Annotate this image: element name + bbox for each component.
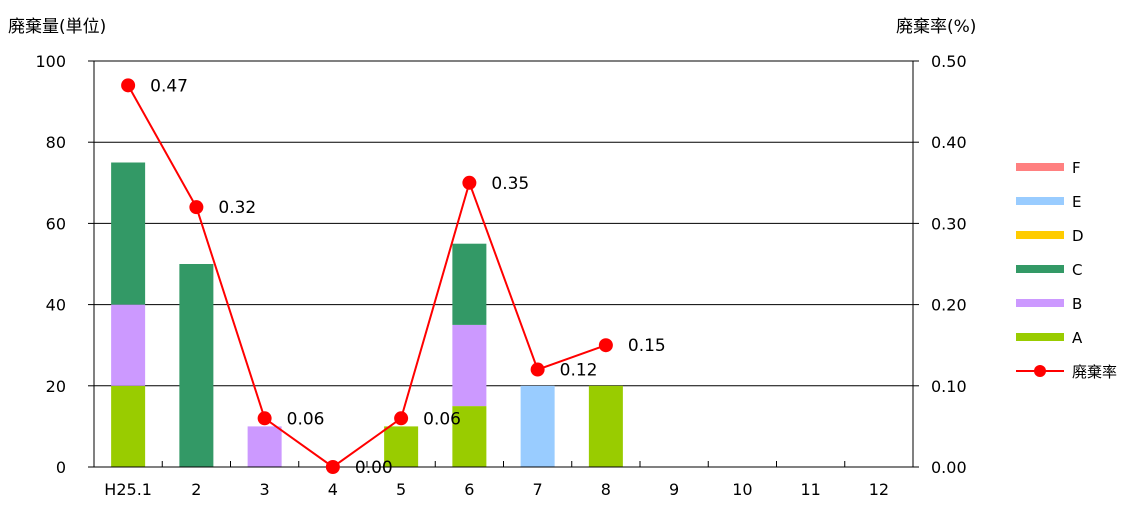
rate-point (394, 411, 409, 426)
bars (111, 162, 623, 467)
waste-rate-line: 0.47 0.32 0.06 0.00 0.06 0.35 0.12 0.15 (121, 76, 666, 478)
x-tick-label: 7 (533, 480, 543, 499)
y2-axis-title: 廃棄率(%) (896, 17, 976, 37)
rate-data-label: 0.47 (150, 76, 188, 96)
y2-tick-label: 0.10 (931, 377, 967, 396)
bar-c (179, 264, 214, 467)
y2-tick-label: 0.20 (931, 296, 967, 315)
x-tick-label: 10 (732, 480, 752, 499)
bar-a (588, 385, 623, 467)
legend-label-c: C (1072, 261, 1082, 279)
y2-tick-label: 0.50 (931, 52, 967, 71)
x-tick-label: 5 (396, 480, 406, 499)
x-tick-label: 12 (869, 480, 889, 499)
legend-swatch-e (1016, 197, 1064, 205)
x-tick-label: 6 (464, 480, 474, 499)
y-tick-label: 40 (46, 296, 66, 315)
legend-label-d: D (1072, 227, 1084, 245)
rate-point (189, 200, 204, 215)
legend-label-rate: 廃棄率 (1072, 363, 1117, 381)
legend-label-f: F (1072, 159, 1081, 177)
x-tick-label: 11 (800, 480, 820, 499)
legend-swatch-b (1016, 299, 1064, 307)
y-axis-title: 廃棄量(単位) (8, 17, 106, 37)
y-tick-label: 100 (35, 52, 66, 71)
x-tick-label: 2 (191, 480, 201, 499)
rate-data-label: 0.15 (628, 336, 666, 356)
y2-tick-label: 0.30 (931, 214, 967, 233)
bar-c (452, 243, 487, 325)
rate-data-label: 0.12 (560, 361, 598, 381)
bar-c (111, 162, 146, 305)
rate-line (127, 84, 607, 469)
rate-point (257, 411, 272, 426)
axes: 0 20 40 60 80 100 0.00 0.10 0.20 0.30 0.40 0.50 H25.… (35, 52, 966, 499)
y2-tick-label: 0.00 (931, 458, 967, 477)
rate-point (530, 362, 545, 377)
legend-swatch-f (1016, 163, 1064, 171)
rate-data-label: 0.06 (287, 409, 325, 429)
rate-data-label: 0.06 (423, 409, 461, 429)
x-tick-label: 9 (669, 480, 679, 499)
bar-e (520, 385, 555, 467)
rate-point (325, 460, 340, 474)
rate-point (598, 338, 613, 353)
bar-b (247, 426, 282, 467)
x-tick-label: H25.1 (104, 480, 152, 499)
y-tick-label: 60 (46, 214, 66, 233)
x-tick-label: 4 (328, 480, 338, 499)
y-tick-label: 20 (46, 377, 66, 396)
bar-b (452, 324, 487, 407)
legend-swatch-a (1016, 333, 1064, 341)
legend-label-e: E (1072, 193, 1081, 211)
bar-b (111, 304, 146, 386)
legend-swatch-d (1016, 231, 1064, 239)
y2-tick-label: 0.40 (931, 133, 967, 152)
y-tick-label: 0 (56, 458, 66, 477)
rate-point (121, 78, 136, 93)
bar-a (452, 406, 487, 467)
legend-swatch-c (1016, 265, 1064, 273)
legend-marker-rate (1034, 365, 1046, 377)
legend-label-b: B (1072, 295, 1082, 313)
bar-a (111, 385, 146, 467)
rate-data-label: 0.32 (218, 198, 256, 218)
rate-point (462, 175, 477, 190)
y-tick-label: 80 (46, 133, 66, 152)
gridlines (94, 60, 913, 387)
rate-data-label: 0.35 (491, 174, 529, 194)
bar-a (384, 426, 419, 467)
x-tick-label: 8 (601, 480, 611, 499)
x-tick-label: 3 (260, 480, 270, 499)
rate-data-label: 0.00 (355, 458, 393, 478)
legend-label-a: A (1072, 329, 1083, 347)
